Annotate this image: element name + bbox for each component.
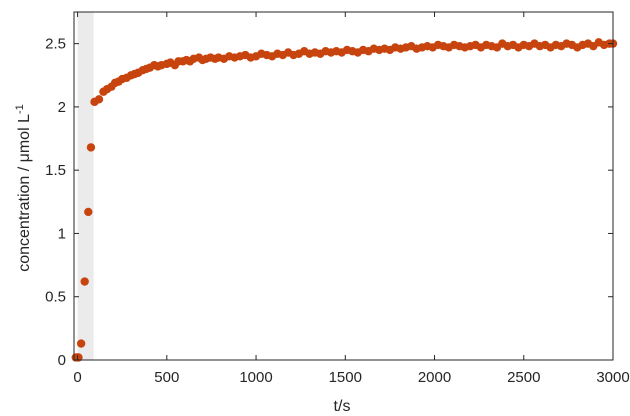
axes-layer bbox=[73, 11, 614, 361]
data-point bbox=[76, 339, 86, 348]
y-tick-label: 0.5 bbox=[45, 289, 66, 306]
x-tick-label: 3000 bbox=[596, 369, 629, 386]
data-point bbox=[86, 143, 96, 152]
plot-background bbox=[74, 12, 613, 360]
shaded-region-layer bbox=[77, 12, 94, 360]
data-points-layer bbox=[71, 38, 618, 362]
data-point bbox=[80, 277, 89, 286]
y-tick-label: 1 bbox=[58, 225, 66, 242]
ticks-layer: 0 500 1000 1500 2000 2500 3000 0 0.5 1 1.5 2 2.5 bbox=[45, 12, 630, 386]
y-tick-label: 0 bbox=[58, 352, 66, 369]
x-axis-label: t/s bbox=[334, 398, 351, 415]
y-tick-label: 2 bbox=[58, 99, 66, 116]
x-tick-label: 1500 bbox=[329, 369, 362, 386]
data-point bbox=[84, 207, 93, 217]
plot-area bbox=[74, 12, 613, 360]
data-point bbox=[94, 95, 104, 104]
x-tick-label: 1000 bbox=[239, 369, 272, 386]
x-tick-label: 2500 bbox=[507, 369, 540, 386]
shaded-region bbox=[77, 12, 94, 360]
y-axis-label-superscript: -1 bbox=[14, 104, 26, 114]
x-tick-label: 2000 bbox=[418, 369, 451, 386]
x-tick-label: 0 bbox=[73, 369, 81, 386]
y-tick-label: 2.5 bbox=[45, 36, 66, 53]
x-tick-label: 500 bbox=[154, 369, 179, 386]
y-axis-label: concentration / μmol L-1 bbox=[14, 104, 33, 272]
axes-box bbox=[73, 11, 614, 361]
y-axis-label-main: concentration / μmol L bbox=[16, 114, 33, 272]
y-tick-label: 1.5 bbox=[45, 162, 66, 179]
